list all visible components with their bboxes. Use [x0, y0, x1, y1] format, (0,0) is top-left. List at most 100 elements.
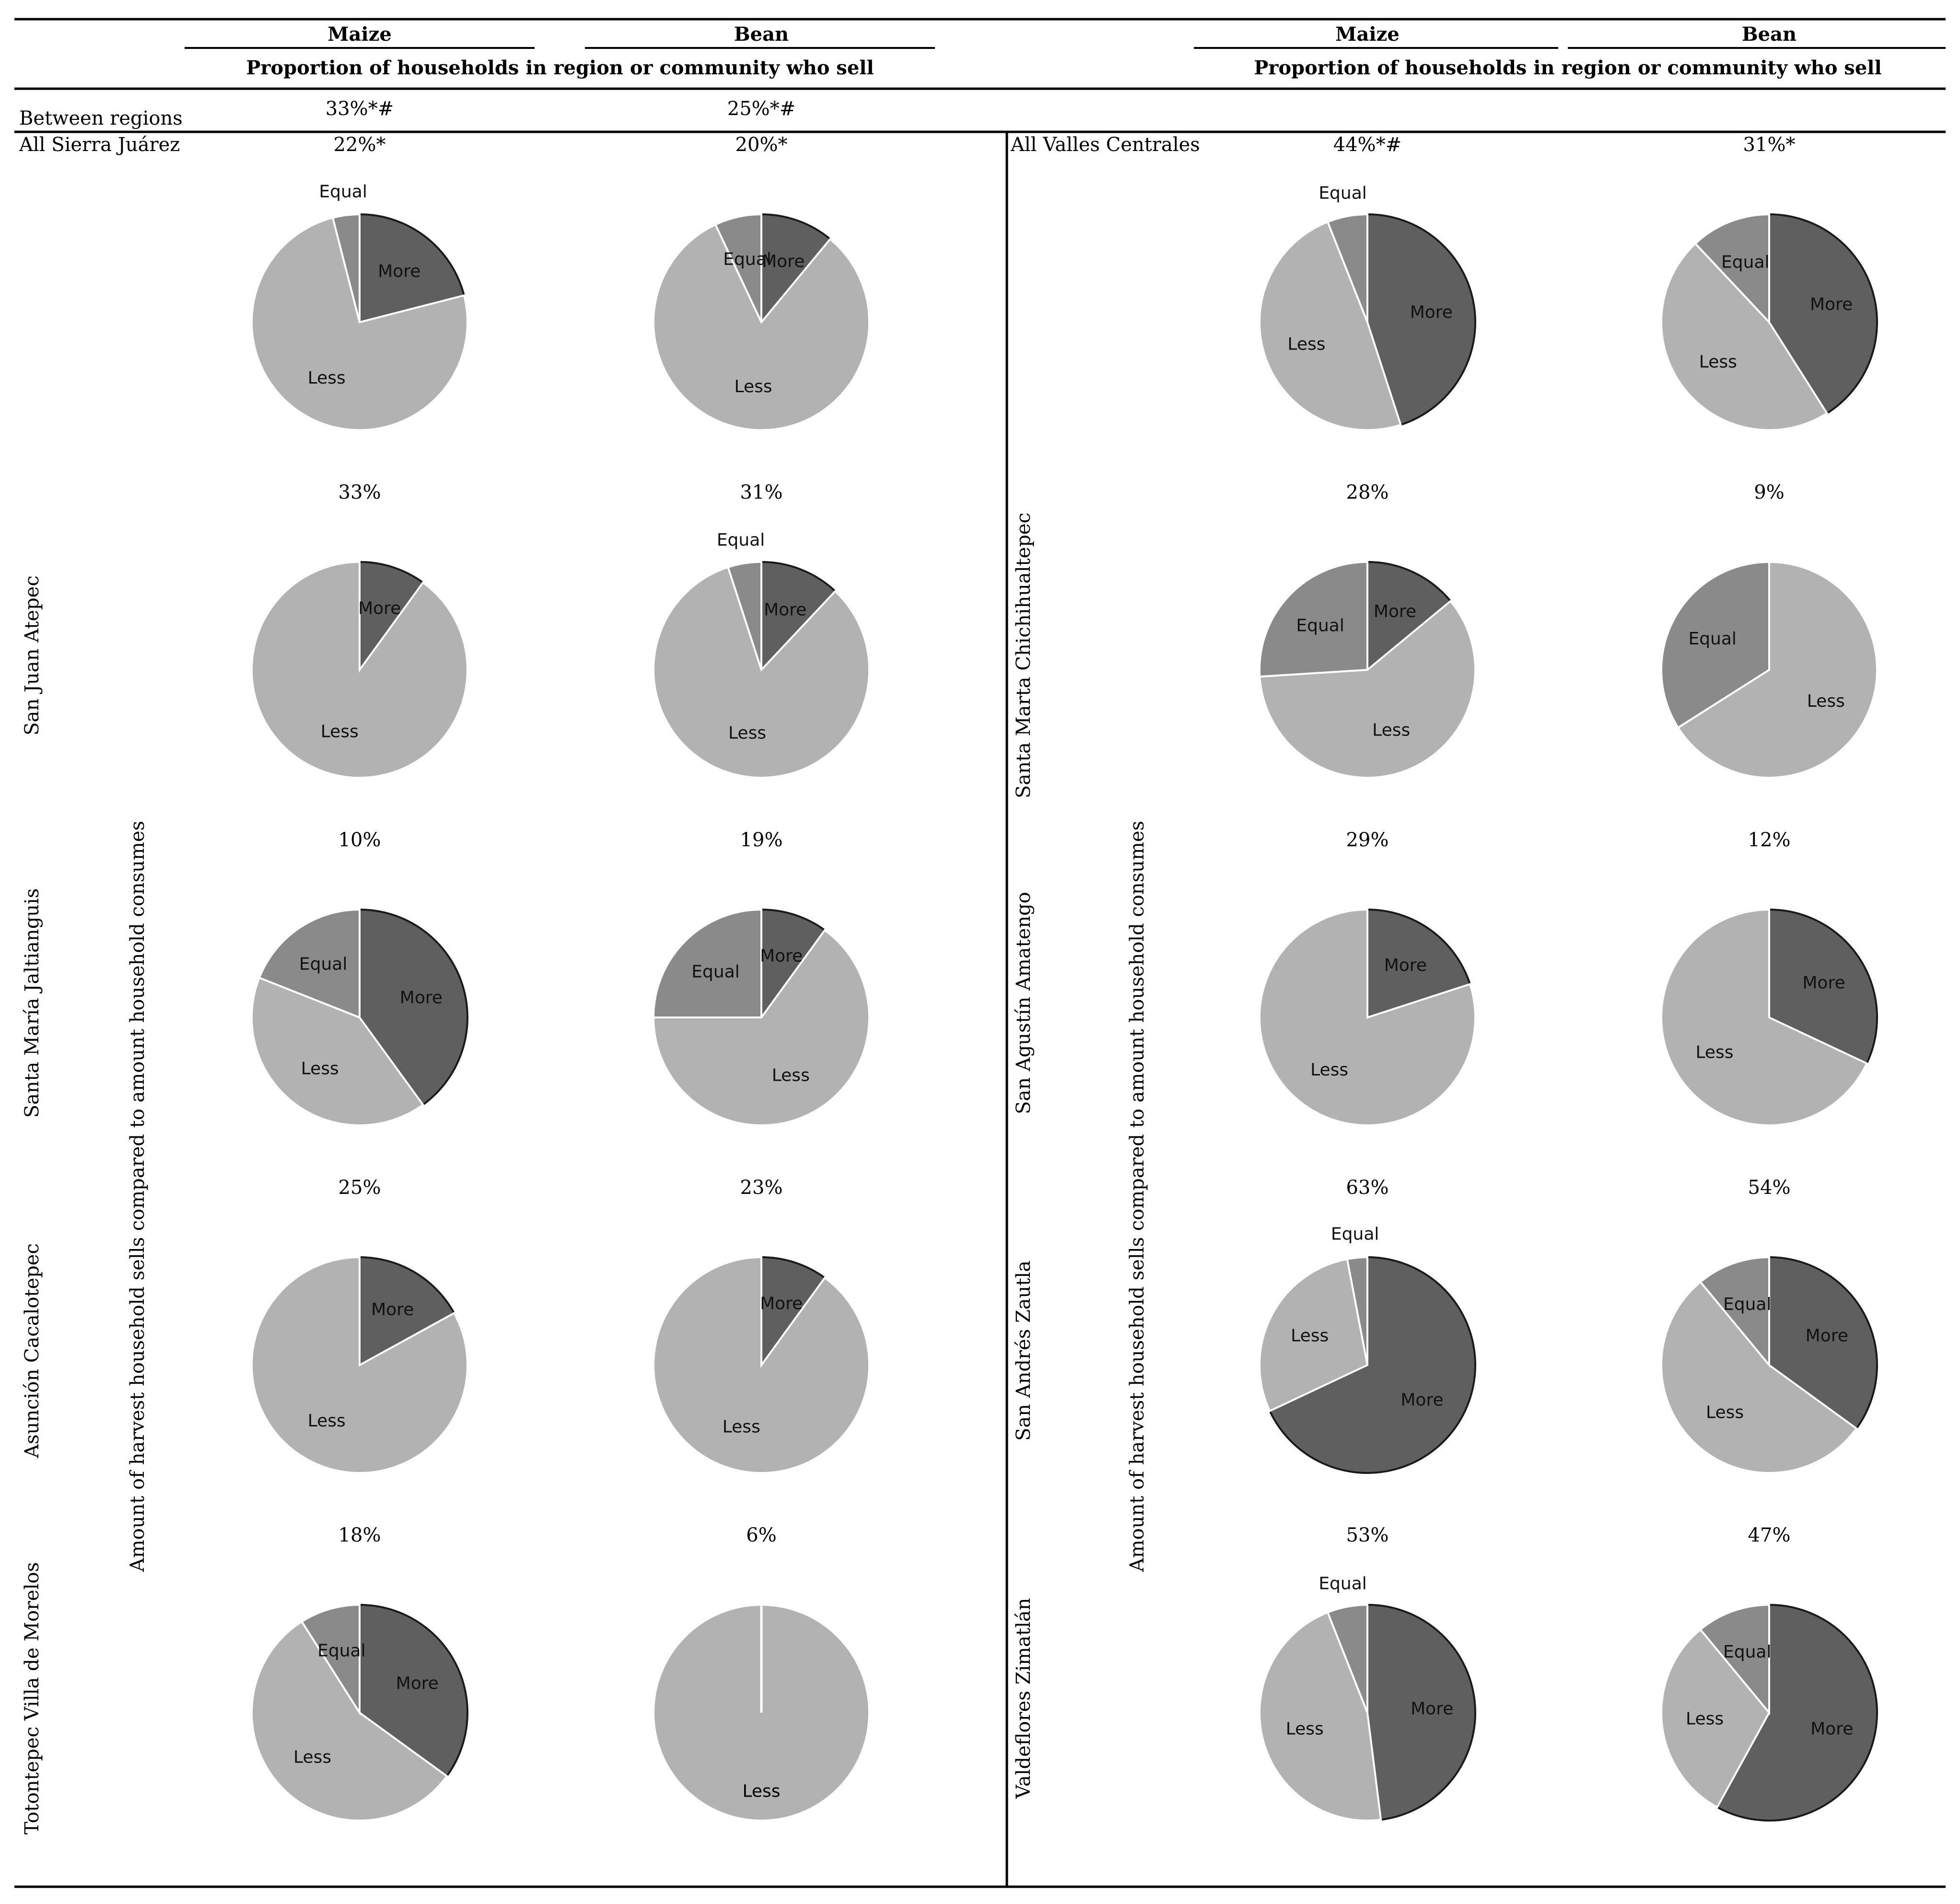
slice-less — [653, 566, 870, 779]
slice-label-equal: Equal — [1721, 252, 1769, 272]
slice-label-more: More — [760, 1294, 803, 1314]
slice-label-more: More — [1411, 1699, 1453, 1719]
slice-more — [760, 908, 827, 1021]
slice-more — [1366, 213, 1476, 426]
slice-more — [1268, 1256, 1476, 1474]
row-label-san-juan-atepec: San Juan Atepec — [21, 575, 43, 735]
slice-less — [1259, 221, 1402, 431]
slice-more — [359, 1603, 468, 1778]
slice-label-equal: Equal — [1723, 1642, 1771, 1662]
slice-less — [653, 223, 870, 431]
pie-valdeflores-zimatlan-maize: More Less Equal — [1258, 1574, 1476, 1822]
slice-less — [251, 1256, 468, 1474]
pie-valdeflores-zimatlan-bean: More Less Equal — [1660, 1603, 1878, 1822]
slice-label-less: Less — [293, 1747, 331, 1767]
slice-label-more: More — [1400, 1390, 1443, 1410]
slice-label-equal: Equal — [317, 1641, 365, 1660]
pie-asuncion-cacalotepec-maize: More Less — [251, 1256, 468, 1474]
pct-all-valles-centrales-maize: 44%*# — [1333, 134, 1401, 156]
slice-equal — [1326, 1603, 1368, 1713]
subtitle-left: Proportion of households in region or co… — [246, 57, 874, 79]
pie-charts: All Sierra Juárez 22%* 20%*MoreLessEqualMo… — [19, 134, 1878, 1834]
slice-label-less: Less — [1807, 691, 1845, 711]
pct-san-juan-atepec-maize: 33% — [338, 481, 381, 503]
pie-san-agustin-amatengo-bean: More Less — [1660, 908, 1878, 1126]
pct-santa-marta-chichihualtepec-bean: 9% — [1754, 481, 1784, 503]
slice-equal — [1699, 1603, 1770, 1716]
slice-label-equal: Equal — [1723, 1295, 1771, 1314]
slice-label-more: More — [1810, 294, 1853, 314]
slice-less — [1660, 1628, 1771, 1809]
slice-label-equal: Equal — [1318, 183, 1366, 203]
slice-label-more: More — [396, 1674, 439, 1694]
header-maize-right: Maize — [1335, 23, 1400, 46]
pct-all-sierra-juarez-bean: 20%* — [735, 134, 788, 156]
slice-label-equal: Equal — [1318, 1574, 1366, 1593]
slice-label-less: Less — [1686, 1709, 1724, 1729]
slice-label-less: Less — [728, 724, 766, 743]
slice-label-less: Less — [735, 377, 772, 397]
slice-more — [359, 908, 468, 1106]
row-label-san-andres-zautla: San Andrés Zautla — [1013, 1261, 1035, 1441]
slice-label-more: More — [1802, 973, 1845, 993]
slice-label-more: More — [358, 599, 401, 619]
pie-all-valles-centrales-maize: More Less Equal — [1259, 183, 1476, 431]
pie-san-juan-atepec-maize: More Less — [251, 561, 469, 779]
pie-totontepec-villa-de-morelos-bean: Less — [653, 1604, 870, 1822]
slice-label-less: Less — [1287, 335, 1325, 354]
slice-label-more: More — [400, 988, 443, 1007]
slice-label-equal: Equal — [1688, 629, 1736, 649]
row-label-totontepec-villa-de-morelos: Totontepec Villa de Morelos — [21, 1562, 43, 1834]
pct-totontepec-villa-de-morelos-maize: 18% — [338, 1524, 381, 1546]
between-regions-bean: 25%*# — [727, 98, 795, 120]
slice-label-less: Less — [321, 722, 359, 741]
slice-label-less: Less — [301, 1059, 339, 1079]
slice-label-less: Less — [1310, 1060, 1348, 1080]
header-maize-left: Maize — [327, 23, 392, 46]
slice-less — [1660, 908, 1868, 1126]
slice-less — [1660, 1280, 1858, 1474]
slice-label-more: More — [1374, 602, 1416, 621]
between-regions-maize: 33%*# — [326, 98, 394, 120]
pct-san-agustin-amatengo-maize: 29% — [1346, 829, 1389, 851]
slice-label-equal: Equal — [1296, 616, 1344, 636]
pie-all-sierra-juarez-maize: More Less Equal — [251, 182, 468, 431]
header-bean-left: Bean — [734, 23, 789, 46]
pct-valdeflores-zimatlan-bean: 47% — [1748, 1524, 1791, 1546]
pct-totontepec-villa-de-morelos-bean: 6% — [746, 1524, 776, 1546]
pie-santa-maria-jaltianguis-maize: More Less Equal — [251, 908, 468, 1126]
slice-label-more: More — [1810, 1719, 1853, 1739]
slice-label-less: Less — [1291, 1326, 1329, 1346]
subtitle-right: Proportion of households in region or co… — [1254, 57, 1881, 79]
slice-more — [1366, 561, 1452, 672]
slice-less — [251, 1620, 448, 1822]
slice-less — [1259, 908, 1476, 1126]
slice-less — [1258, 1611, 1382, 1822]
pct-asuncion-cacalotepec-maize: 25% — [338, 1177, 381, 1199]
pct-san-agustin-amatengo-bean: 12% — [1748, 829, 1791, 851]
slice-equal — [652, 908, 762, 1018]
slice-label-more: More — [371, 1300, 414, 1320]
pie-santa-marta-chichihualtepec-maize: More Less Equal — [1259, 561, 1476, 779]
slice-equal — [726, 561, 762, 670]
slice-label-less: Less — [723, 1417, 760, 1437]
slice-label-less: Less — [772, 1065, 810, 1085]
slice-more — [359, 213, 466, 324]
slice-equal — [1259, 561, 1368, 678]
slice-more — [359, 1256, 455, 1367]
slice-label-more: More — [1410, 303, 1453, 322]
slice-more — [359, 561, 425, 673]
slice-equal — [258, 908, 361, 1019]
pie-san-andres-zautla-bean: More Less Equal — [1660, 1256, 1878, 1474]
row-label-santa-marta-chichihualtepec: Santa Marta Chichihualtepec — [1013, 513, 1035, 798]
pie-san-juan-atepec-bean: More Less Equal — [653, 530, 870, 779]
slice-less — [1259, 599, 1476, 779]
row-label-asuncion-cacalotepec: Asunción Cacalotepec — [21, 1243, 43, 1459]
slice-more — [760, 1256, 827, 1368]
slice-label-equal: Equal — [717, 530, 765, 550]
pie-totontepec-villa-de-morelos-maize: More Less Equal — [251, 1603, 468, 1822]
slice-label-more: More — [762, 252, 805, 271]
pct-all-sierra-juarez-maize: 22%* — [334, 134, 386, 156]
slice-equal — [1660, 561, 1770, 729]
slice-more — [1366, 1603, 1476, 1821]
